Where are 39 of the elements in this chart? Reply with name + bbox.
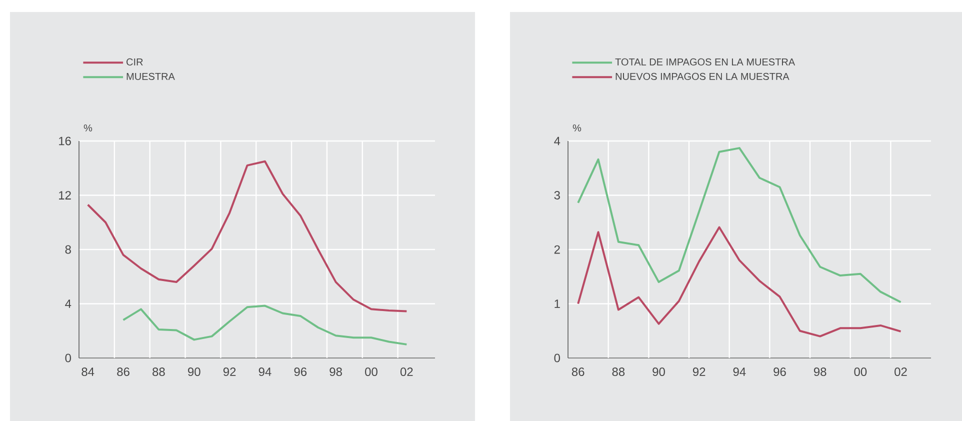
y-tick-label: 0: [554, 354, 560, 362]
x-tick-label: 86: [572, 368, 584, 376]
x-tick-label: 98: [330, 368, 342, 376]
y-tick-label: 2: [554, 245, 560, 254]
x-tick-label: 90: [652, 368, 665, 376]
legend-label: TOTAL DE IMPAGOS EN LA MUESTRA: [615, 58, 796, 66]
y-tick-label: 1: [554, 300, 560, 308]
line-series: [122, 304, 408, 346]
x-tick-label: 88: [612, 368, 625, 376]
y-tick-label: 4: [554, 136, 560, 146]
y-tick-label: 8: [65, 245, 71, 254]
x-tick-label: 92: [223, 368, 236, 376]
x-tick-label: 86: [117, 368, 130, 376]
x-tick-label: 00: [854, 368, 867, 376]
x-tick-label: 96: [774, 368, 786, 376]
x-tick-label: 96: [294, 368, 307, 376]
x-tick-label: 94: [733, 368, 746, 376]
x-tick-label: 90: [188, 368, 200, 376]
x-tick-label: 94: [258, 368, 272, 376]
x-tick-label: 84: [82, 368, 94, 376]
y-tick-label: 4: [65, 300, 72, 308]
x-tick-label: 02: [894, 368, 907, 376]
legend-label: CIR: [126, 58, 143, 66]
x-tick-label: 98: [814, 368, 826, 376]
x-tick-label: 00: [365, 368, 378, 376]
line-series: [577, 147, 902, 304]
line-series: [86, 160, 408, 312]
x-tick-label: 88: [152, 368, 165, 376]
y-tick-label: 16: [59, 136, 71, 146]
x-tick-label: 92: [692, 368, 706, 376]
legend-label: NUEVOS IMPAGOS EN LA MUESTRA: [616, 72, 790, 80]
x-tick-label: 02: [400, 368, 413, 376]
y-tick-label: 3: [554, 191, 560, 200]
line-series: [577, 226, 902, 338]
y-axis-title: %: [84, 124, 92, 132]
y-tick-label: 0: [65, 354, 72, 362]
y-tick-label: 12: [59, 191, 71, 200]
legend-label: MUESTRA: [126, 72, 175, 80]
y-axis-title: %: [572, 124, 582, 132]
